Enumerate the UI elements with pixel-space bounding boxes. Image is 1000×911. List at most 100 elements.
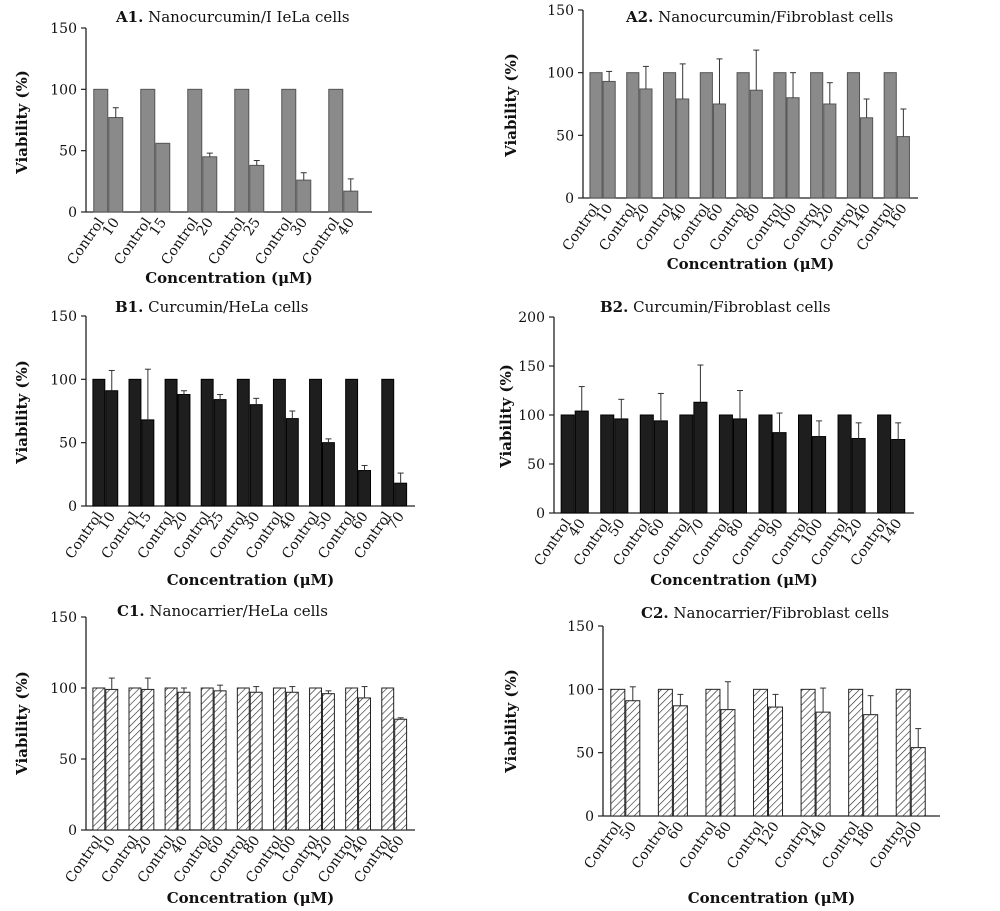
y-tick-label: 50 xyxy=(59,752,77,768)
y-axis-label: Viability (%) xyxy=(13,360,31,465)
treated-bar xyxy=(141,688,155,831)
y-tick-label: 0 xyxy=(536,506,545,522)
treated-bar xyxy=(732,418,747,514)
treated-bar xyxy=(720,709,736,817)
treated-bar xyxy=(625,700,641,817)
treated-bar xyxy=(321,693,335,831)
x-tick-label-dose: 10 xyxy=(100,215,123,239)
control-bar xyxy=(128,378,142,507)
treated-bar xyxy=(108,117,124,213)
treated-bar xyxy=(213,399,227,507)
control-bar xyxy=(164,378,178,507)
control-bar xyxy=(560,414,575,514)
treated-bar xyxy=(860,117,874,199)
y-tick-label: 150 xyxy=(518,359,545,375)
x-axis-label: Concentration (μM) xyxy=(167,889,335,907)
y-tick-label: 100 xyxy=(50,82,77,98)
chart-title-rest: Curcumin/HeLa cells xyxy=(143,298,308,316)
control-bar xyxy=(848,688,864,817)
chart-title-rest: Curcumin/Fibroblast cells xyxy=(628,298,830,316)
panel-c2: C2. Nanocarrier/Fibroblast cells 0 50 100 15… xyxy=(502,604,940,907)
x-tick-label-dose: 70 xyxy=(385,509,408,533)
control-bar xyxy=(837,414,852,514)
control-bar xyxy=(718,414,733,514)
x-tick-label-dose: 30 xyxy=(288,215,311,239)
treated-bar xyxy=(772,432,787,514)
control-bar xyxy=(236,378,250,507)
treated-bar xyxy=(891,439,906,514)
treated-bar xyxy=(358,470,372,507)
chart-title-prefix: A2. xyxy=(625,8,653,26)
y-axis-label: Viability (%) xyxy=(13,70,31,175)
control-bar xyxy=(705,688,721,817)
x-tick-label-dose: 50 xyxy=(617,819,640,843)
y-tick-label: 0 xyxy=(68,823,77,839)
control-bar xyxy=(846,72,861,199)
treated-bar xyxy=(910,747,926,817)
control-bar xyxy=(699,72,713,199)
control-bar xyxy=(309,378,322,507)
panel-c1: C1. Nanocarrier/HeLa cells 0 50 100 150 Viabi… xyxy=(13,602,415,907)
control-bar xyxy=(773,72,787,199)
y-tick-label: 0 xyxy=(68,205,77,221)
chart-title-prefix: B1. xyxy=(115,298,143,316)
x-tick-label-dose: 15 xyxy=(147,215,170,239)
control-bar xyxy=(236,687,250,831)
y-tick-label: 0 xyxy=(585,809,594,825)
y-tick-label: 100 xyxy=(50,372,77,388)
treated-bar xyxy=(177,394,191,507)
x-tick-label-control: Control xyxy=(581,819,625,872)
x-tick-label-dose: 60 xyxy=(664,819,687,843)
control-bar xyxy=(800,688,816,817)
chart-title-rest: Nanocurcumin/I IeLa cells xyxy=(143,8,349,26)
x-tick-label-dose: 80 xyxy=(712,819,735,843)
chart-title: B2. Curcumin/Fibroblast cells xyxy=(600,298,831,316)
y-tick-label: 100 xyxy=(547,66,574,82)
chart-title: C1. Nanocarrier/HeLa cells xyxy=(117,602,328,620)
x-tick-label-dose: 80 xyxy=(724,516,747,540)
control-bar xyxy=(381,378,395,507)
control-bar xyxy=(589,72,603,199)
control-bar xyxy=(895,688,911,817)
y-tick-label: 50 xyxy=(527,457,545,473)
control-bar xyxy=(797,414,813,514)
control-bar xyxy=(345,378,359,507)
y-tick-label: 150 xyxy=(547,3,574,19)
chart-title: C2. Nanocarrier/Fibroblast cells xyxy=(641,604,889,622)
treated-bar xyxy=(155,142,171,213)
treated-bar xyxy=(249,691,263,831)
treated-bar xyxy=(105,390,119,507)
treated-bar xyxy=(823,103,837,199)
control-bar xyxy=(128,687,142,831)
treated-bar xyxy=(639,88,653,199)
control-bar xyxy=(281,88,297,213)
control-bar xyxy=(272,687,286,831)
x-tick-label-control: Control xyxy=(64,215,108,268)
control-bar xyxy=(309,687,322,831)
control-bar xyxy=(345,687,359,831)
y-axis-label: Viability (%) xyxy=(497,364,515,469)
y-tick-label: 0 xyxy=(68,499,77,515)
x-tick-label-dose: 90 xyxy=(763,516,786,540)
y-tick-label: 100 xyxy=(50,681,77,697)
treated-bar xyxy=(213,690,227,831)
treated-bar xyxy=(177,691,191,831)
control-bar xyxy=(164,687,178,831)
y-tick-label: 150 xyxy=(567,619,594,635)
y-tick-label: 100 xyxy=(567,682,594,698)
y-tick-label: 100 xyxy=(518,408,545,424)
treated-bar xyxy=(358,697,372,831)
treated-bar xyxy=(321,442,335,507)
y-tick-label: 50 xyxy=(576,746,594,762)
control-bar xyxy=(610,688,626,817)
treated-bar xyxy=(602,80,616,199)
control-bar xyxy=(883,72,897,199)
treated-bar xyxy=(614,418,629,514)
x-tick-label-dose: 60 xyxy=(645,516,668,540)
panel-b2: B2. Curcumin/Fibroblast cells 0 50 100 150 20… xyxy=(497,298,914,589)
treated-bar xyxy=(863,714,879,817)
x-tick-label-dose: 25 xyxy=(241,215,264,239)
treated-bar xyxy=(249,404,263,507)
